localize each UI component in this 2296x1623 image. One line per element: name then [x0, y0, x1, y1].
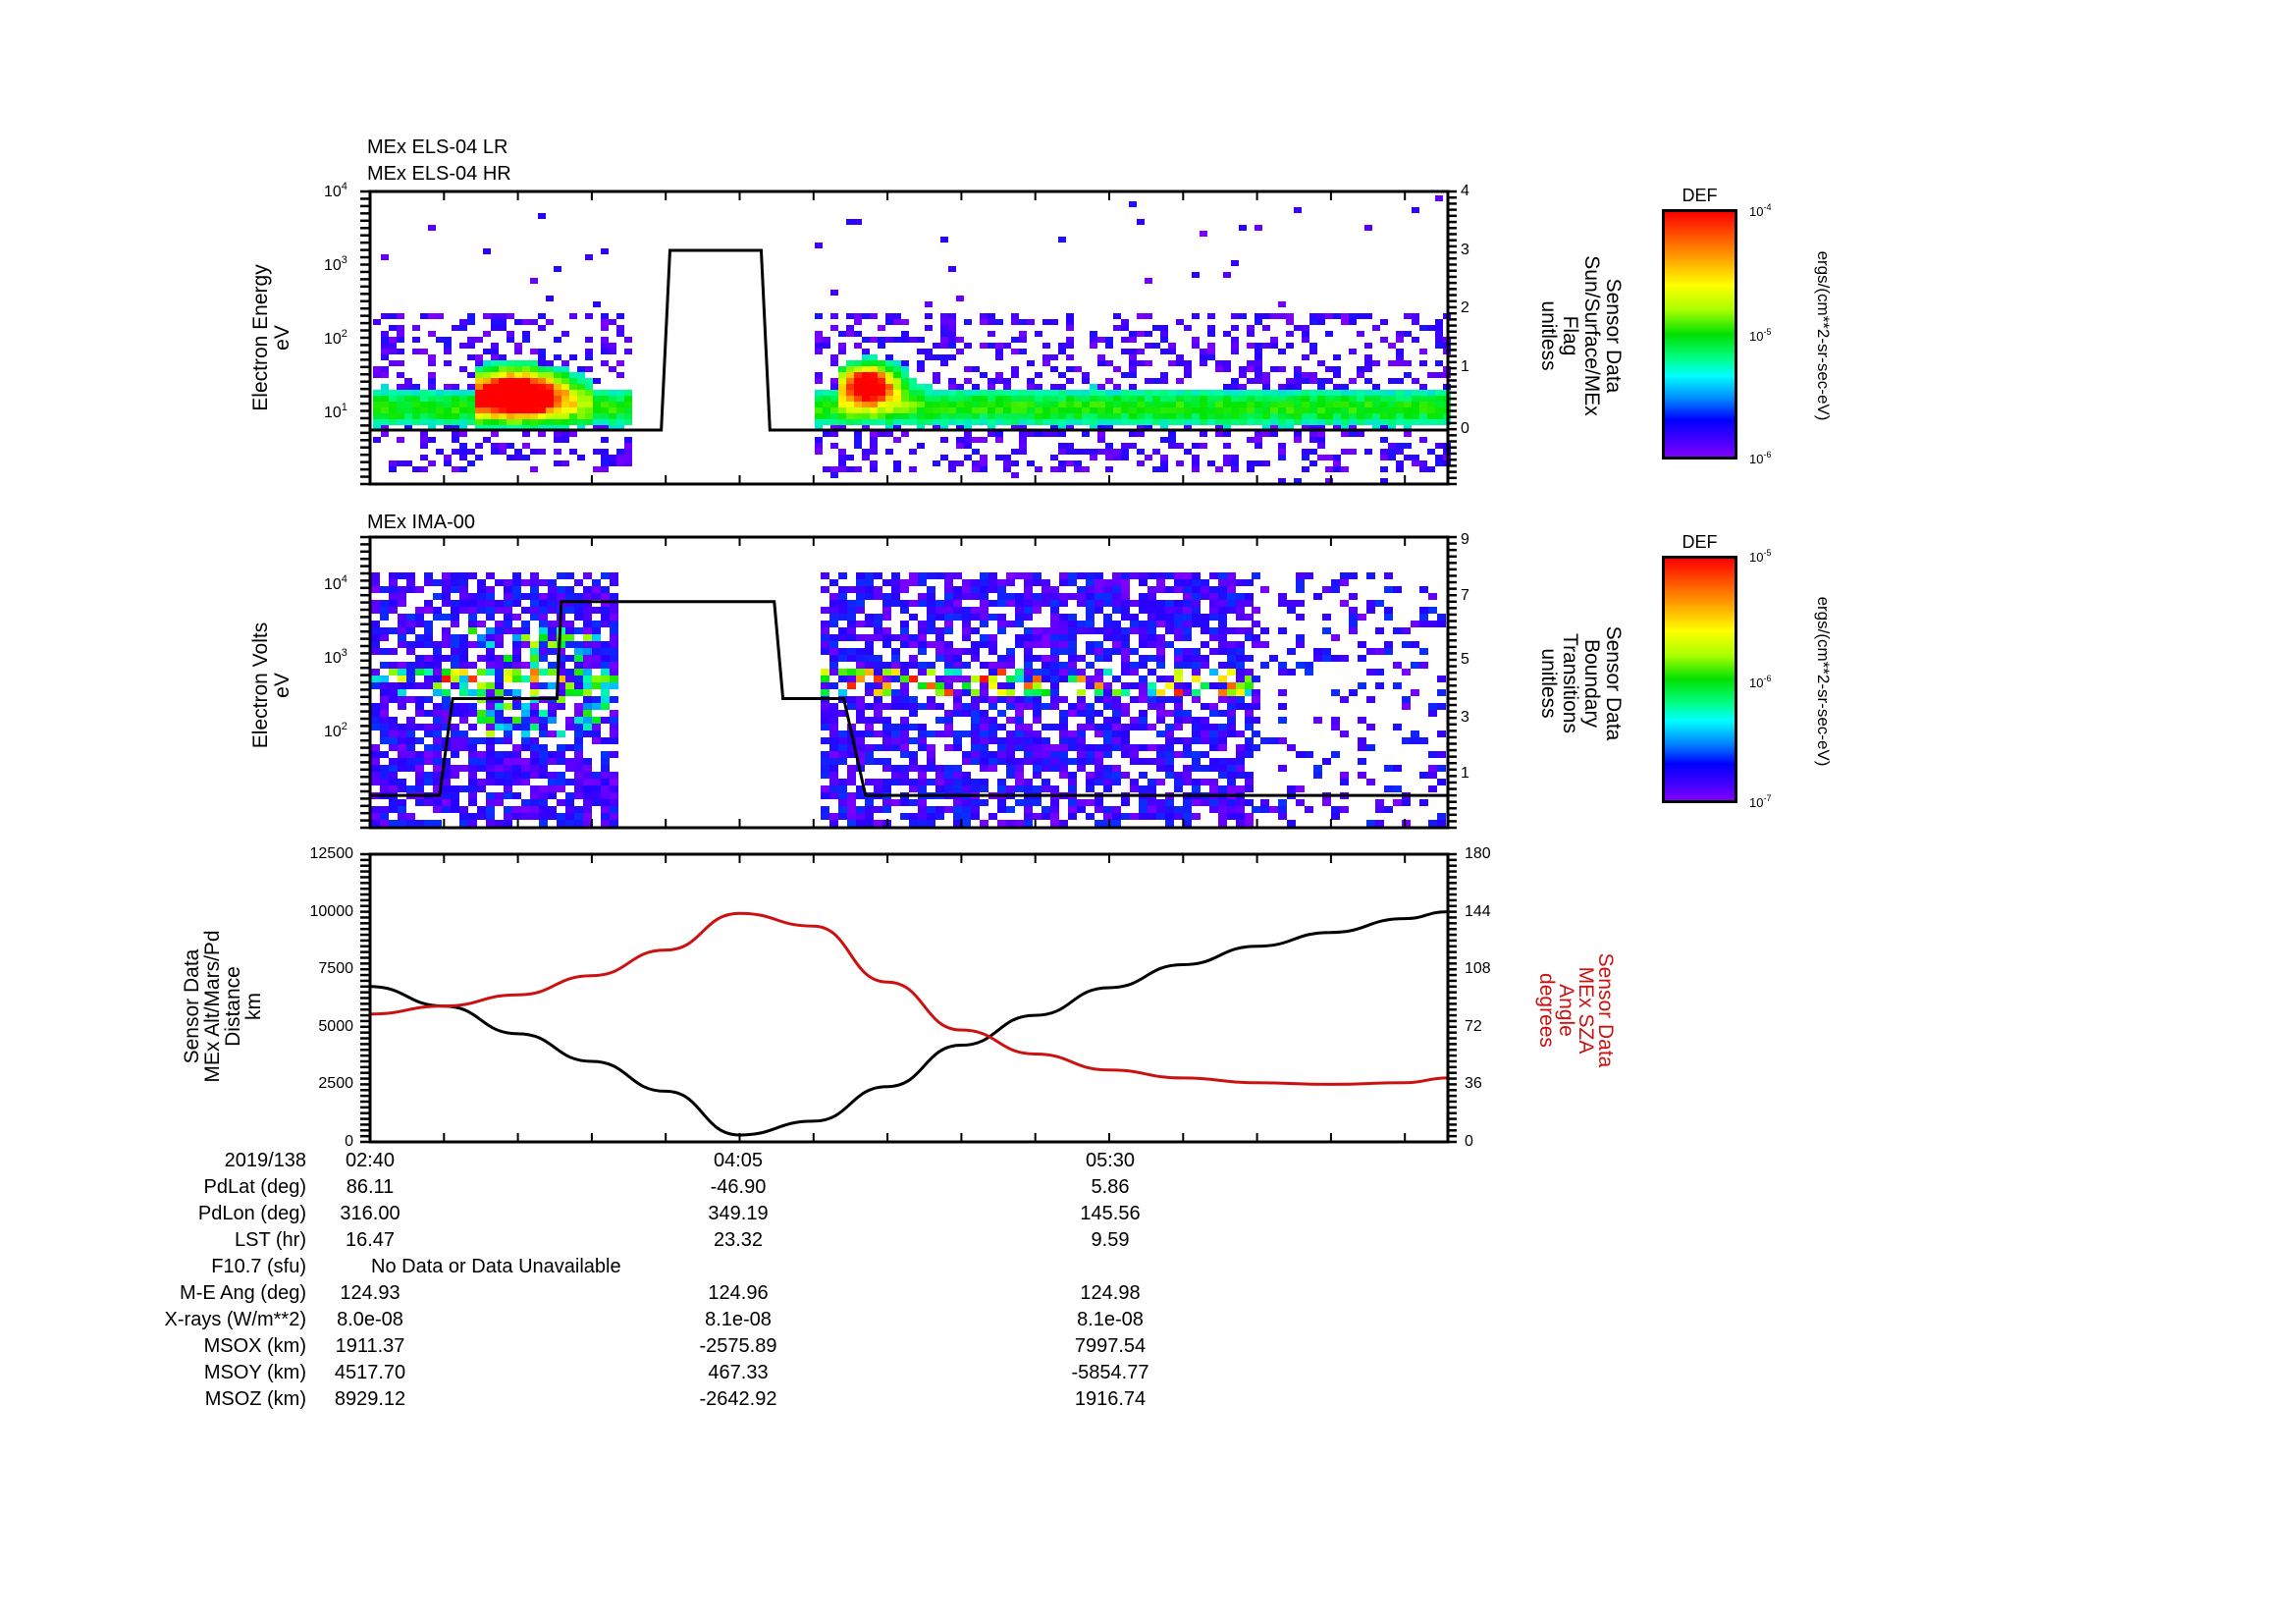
- axes: [360, 189, 1457, 486]
- table-cell: 5.86: [1091, 1176, 1130, 1198]
- table-cell: -5854.77: [1071, 1362, 1149, 1383]
- table-row-label: PdLon (deg): [197, 1203, 306, 1224]
- table-cell: 8929.12: [334, 1388, 406, 1410]
- table-row-label: PdLat (deg): [203, 1176, 306, 1198]
- ima-rtick-5: 5: [1461, 651, 1469, 668]
- els-ytick-1e4: 104: [324, 181, 347, 200]
- els-colorbar: [1662, 209, 1737, 460]
- els-spectrogram: [373, 195, 1451, 484]
- ima-title: MEx IMA-00: [367, 512, 476, 533]
- ima-cb-top: 10-5: [1749, 548, 1772, 565]
- ima-ytick-1e4: 104: [324, 573, 347, 593]
- els-cb-bottom: 10-6: [1749, 450, 1772, 466]
- table-cell: 16.47: [345, 1229, 396, 1251]
- orbit-rtick-72: 72: [1465, 1018, 1482, 1035]
- orbit-ltick-10000: 10000: [309, 903, 354, 920]
- table-cell: 316.00: [340, 1203, 400, 1224]
- ima-colorbar-title: DEF: [1682, 532, 1718, 552]
- els-title-hr: MEx ELS-04 HR: [367, 163, 511, 185]
- table-cell: 4517.70: [334, 1362, 406, 1383]
- ima-rtick-3: 3: [1461, 709, 1469, 726]
- ima-rtick-7: 7: [1461, 587, 1469, 604]
- table-row-label: MSOZ (km): [204, 1388, 306, 1410]
- table-cell: 124.96: [708, 1282, 769, 1304]
- orbit-rtick-0: 0: [1465, 1133, 1473, 1150]
- els-rtick-2: 2: [1461, 299, 1469, 316]
- axes: [360, 852, 1457, 1144]
- els-flag-line: [370, 248, 1448, 432]
- table-cell: 349.19: [708, 1203, 769, 1224]
- table-cell: 467.33: [708, 1362, 769, 1383]
- table-cell: -46.90: [710, 1176, 767, 1198]
- ima-rtick-9: 9: [1461, 531, 1469, 548]
- table-cell: 124.98: [1080, 1282, 1141, 1304]
- table-cell: 8.0e-08: [337, 1309, 403, 1330]
- table-time-1: 04:05: [713, 1150, 764, 1171]
- table-time-2: 05:30: [1085, 1150, 1136, 1171]
- table-cell: 145.56: [1080, 1203, 1141, 1224]
- ima-rtick-1: 1: [1461, 765, 1469, 782]
- els-rtick-3: 3: [1461, 242, 1469, 258]
- table-cell: -2642.92: [699, 1388, 777, 1410]
- els-ytick-1e3: 103: [324, 254, 347, 274]
- orbit-rtick-36: 36: [1465, 1075, 1482, 1092]
- table-row-note: No Data or Data Unavailable: [371, 1256, 621, 1277]
- orbit-ltick-5000: 5000: [318, 1018, 353, 1035]
- table-cell: 7997.54: [1074, 1335, 1147, 1357]
- els-rtick-0: 0: [1461, 420, 1469, 437]
- els-ytick-1e1: 101: [324, 402, 347, 421]
- ima-boundary-line: [370, 600, 1448, 797]
- table-cell: 124.93: [340, 1282, 400, 1304]
- els-rtick-1: 1: [1461, 358, 1469, 375]
- els-rtick-4: 4: [1461, 183, 1469, 199]
- table-cell: 86.11: [346, 1176, 395, 1198]
- table-cell: 8.1e-08: [1077, 1309, 1144, 1330]
- table-cell: 23.32: [713, 1229, 764, 1251]
- orbit-ltick-2500: 2500: [318, 1075, 353, 1092]
- els-colorbar-title: DEF: [1682, 186, 1718, 205]
- els-title-lr: MEx ELS-04 LR: [367, 136, 508, 158]
- ima-cb-mid: 10-6: [1749, 674, 1772, 690]
- ima-ytick-1e3: 103: [324, 647, 347, 667]
- ima-ytick-1e2: 102: [324, 721, 347, 740]
- orbit-ltick-7500: 7500: [318, 960, 353, 977]
- table-cell: 1911.37: [335, 1335, 405, 1357]
- ima-colorbar: [1662, 556, 1737, 803]
- els-cb-mid: 10-5: [1749, 327, 1772, 344]
- orbit-ltick-12500: 12500: [309, 845, 354, 862]
- table-row-label: M-E Ang (deg): [180, 1282, 306, 1304]
- table-cell: -2575.89: [699, 1335, 777, 1357]
- table-cell: 1916.74: [1074, 1388, 1147, 1410]
- axes: [360, 535, 1457, 830]
- orbit-rtick-144: 144: [1465, 903, 1491, 920]
- table-row-label: X-rays (W/m**2): [164, 1309, 306, 1330]
- table-time-0: 02:40: [345, 1150, 396, 1171]
- els-ytick-1e2: 102: [324, 328, 347, 348]
- ima-cb-bottom: 10-7: [1749, 793, 1772, 810]
- els-cb-top: 10-4: [1749, 202, 1772, 219]
- table-cell: 8.1e-08: [705, 1309, 772, 1330]
- table-row-label: MSOX (km): [203, 1335, 306, 1357]
- table-row-label: F10.7 (sfu): [211, 1256, 306, 1277]
- table-date: 2019/138: [224, 1150, 306, 1171]
- altitude-line: [369, 910, 1449, 1137]
- table-cell: 9.59: [1091, 1229, 1130, 1251]
- table-row-label: LST (hr): [235, 1229, 306, 1251]
- sza-line: [369, 911, 1449, 1086]
- ima-spectrogram: [371, 572, 1446, 827]
- orbit-rtick-180: 180: [1465, 845, 1491, 862]
- orbit-rtick-108: 108: [1465, 960, 1491, 977]
- table-row-label: MSOY (km): [203, 1362, 306, 1383]
- orbit-ltick-0: 0: [345, 1133, 353, 1150]
